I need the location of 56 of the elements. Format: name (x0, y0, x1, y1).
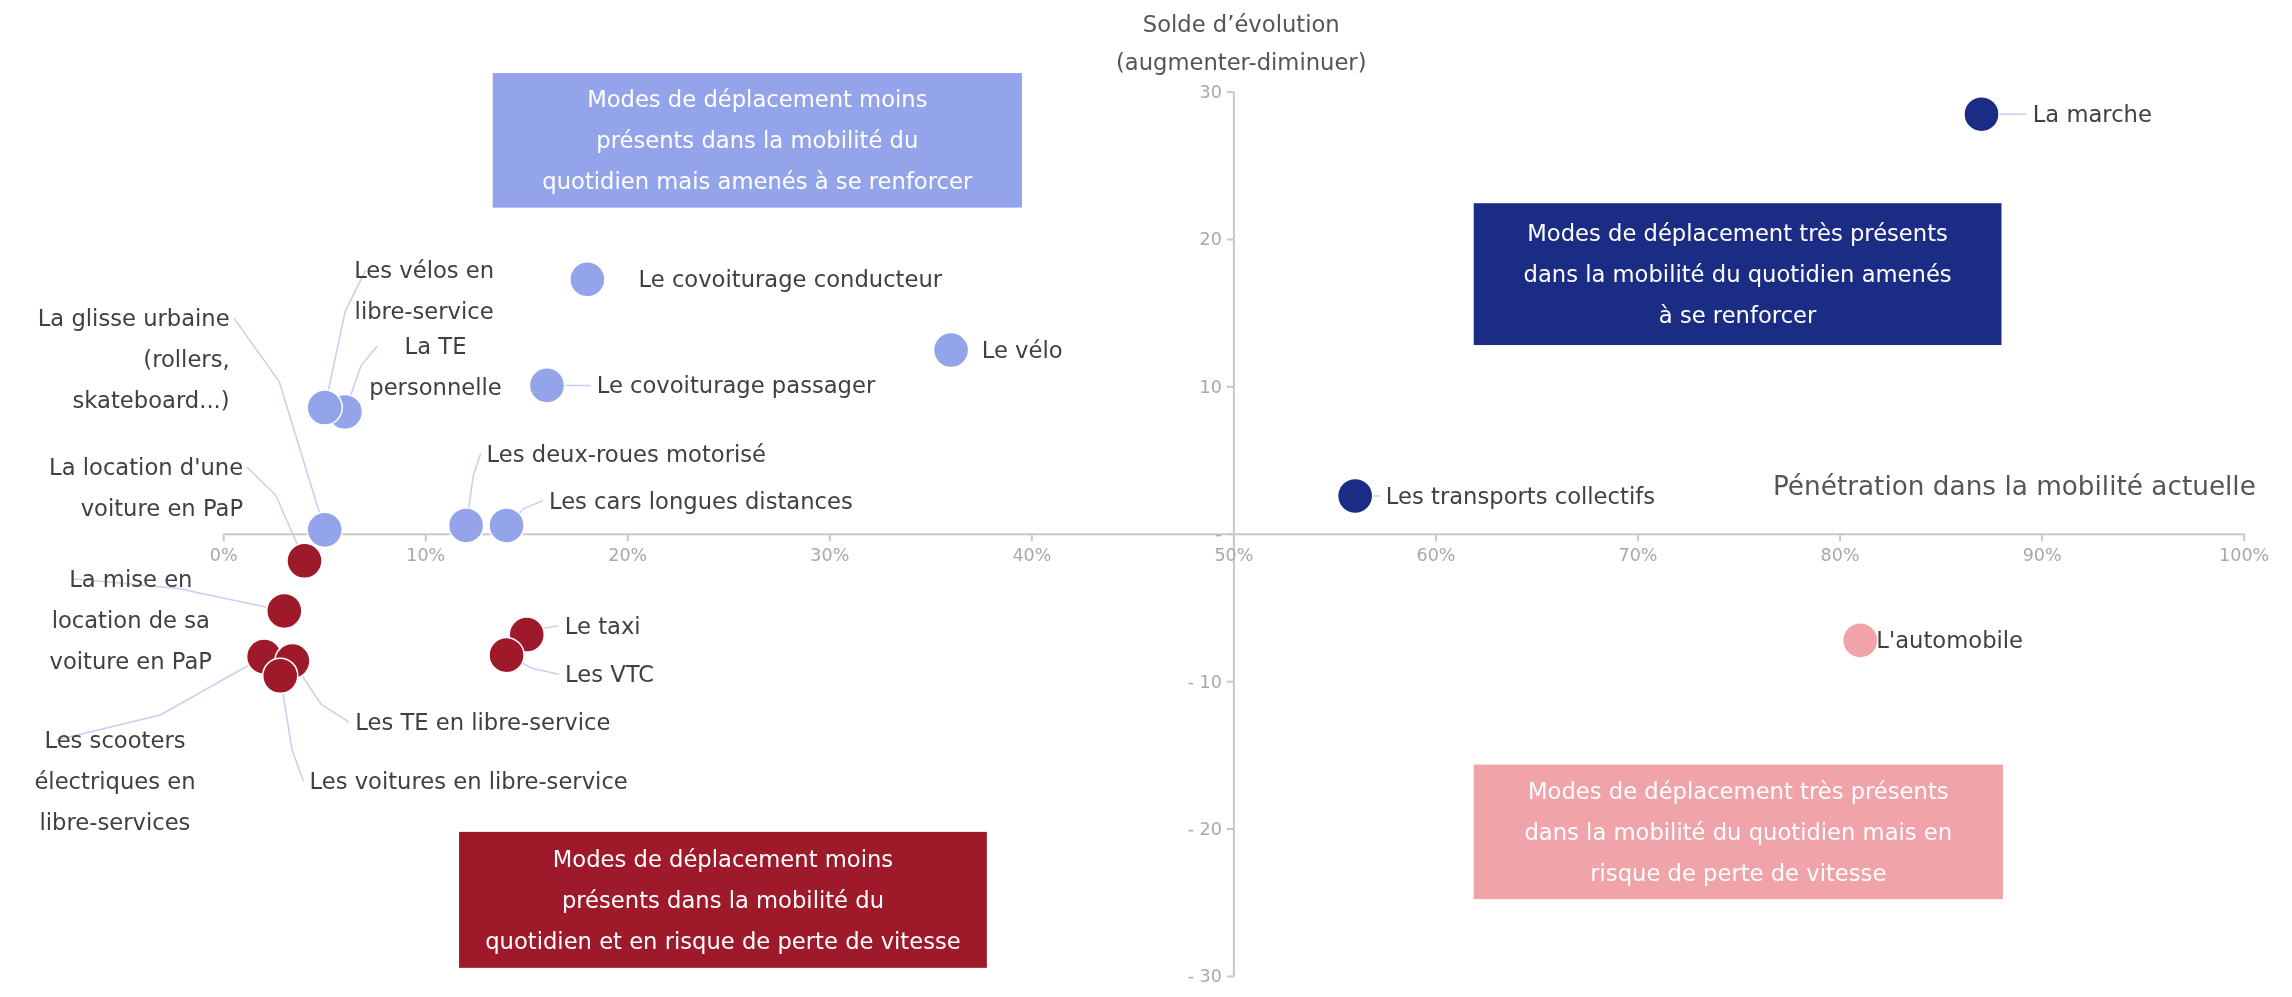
point (306, 389, 343, 426)
point (1841, 622, 1879, 659)
point (488, 636, 525, 674)
annotation: Les deux-roues motorisé (486, 440, 767, 467)
x-tick-label: 80% (1820, 545, 1860, 566)
y-tick-label: 20 (1199, 229, 1222, 250)
x-tick-label: 40% (1012, 545, 1052, 566)
annotation: Le vélo (981, 336, 1063, 363)
annotation: Les transports collectifs (1385, 482, 1655, 509)
y-tick-label: 30 (1199, 82, 1222, 103)
x-tick-label: 60% (1416, 545, 1456, 566)
annotation: La location d'une voiture en PaP (49, 454, 244, 522)
point (286, 542, 323, 580)
y-axis-title: Solde d’évolution (augmenter-diminuer) (1115, 11, 1367, 76)
annotation: Modes de déplacement moins présents dans la mobilité du quotidien et en risque de perte de vitesse (485, 845, 961, 954)
x-tick-label: 70% (1618, 545, 1658, 566)
annotation: Les TE en libre-service (355, 709, 611, 736)
annotation: Les VTC (565, 661, 655, 688)
annotation: Le covoiturage conducteur (638, 266, 943, 293)
x-tick-label: 100% (2219, 545, 2270, 566)
y-tick-label: - (1215, 524, 1222, 545)
annotation: L'automobile (1876, 627, 2024, 654)
x-tick-label: 0% (209, 545, 238, 566)
annotation: Modes de déplacement très présents dans la mobilité du quotidien amenés à se renforcer (1523, 220, 1952, 328)
y-tick-label: 10 (1199, 376, 1222, 397)
annotation: Le taxi (564, 612, 641, 639)
x-axis-title: Pénétration dans la mobilité actuelle (1772, 470, 2256, 501)
annotation: Modes de déplacement moins présents dans la mobilité du quotidien mais amenés à se renforcer (542, 86, 973, 195)
point (528, 367, 566, 404)
x-tick-label: 90% (2022, 545, 2062, 566)
x-tick-label: 50% (1214, 545, 1254, 566)
point (569, 261, 606, 298)
annotation: La mise en location de sa voiture en PaP (49, 565, 213, 674)
x-tick-label: 20% (608, 545, 648, 566)
point (1336, 477, 1374, 515)
point (932, 331, 970, 369)
x-tick-label: 10% (406, 545, 446, 566)
point (261, 657, 299, 695)
y-tick-label: - 10 (1187, 671, 1222, 692)
annotation: La glisse urbaine (rollers, skateboard...) (37, 304, 230, 413)
point (447, 507, 485, 544)
annotation: Les cars longues distances (548, 487, 853, 514)
annotation: Les scooters électriques en libre-services (34, 726, 196, 835)
annotation: Les vélos en libre-service (354, 257, 495, 324)
annotation: Les voitures en libre-service (309, 767, 628, 794)
point (488, 507, 525, 544)
y-tick-label: - 30 (1187, 966, 1222, 987)
y-tick-label: - 20 (1187, 819, 1222, 840)
annotation: Modes de déplacement très présents dans la mobilité du quotidien mais en risque de perte de vitesse (1524, 777, 1953, 886)
x-tick-label: 30% (810, 545, 850, 566)
point (306, 511, 343, 549)
point (1963, 95, 2000, 133)
annotation: Le covoiturage passager (596, 372, 876, 399)
point (266, 592, 303, 630)
annotation: La TE personnelle (369, 333, 502, 401)
annotation: La marche (2032, 101, 2152, 128)
